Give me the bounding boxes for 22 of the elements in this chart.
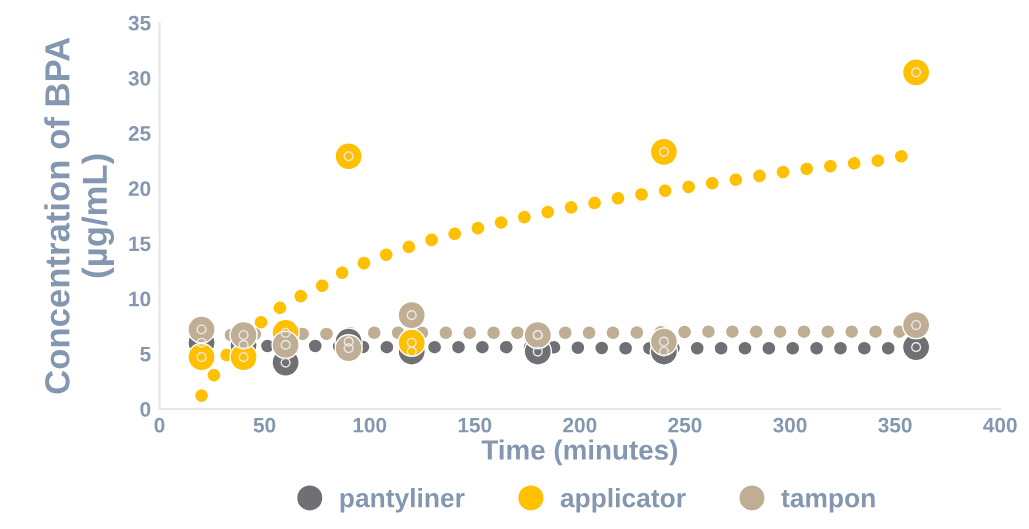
y-tick-label: 0 xyxy=(140,401,151,417)
x-tick-label: 400 xyxy=(983,417,1017,433)
x-tick-label: 50 xyxy=(253,417,276,433)
x-tick-label: 100 xyxy=(353,417,387,433)
y-tick-label: 20 xyxy=(128,181,151,196)
y-tick-label: 15 xyxy=(129,236,151,252)
x-tick-label: 250 xyxy=(668,417,702,433)
x-tick-label: 300 xyxy=(773,417,807,433)
y-tick-label: 25 xyxy=(128,126,151,141)
legend-label: applicator xyxy=(560,488,686,513)
y-tick-label: 5 xyxy=(140,346,151,362)
x-axis-title: Time (minutes) xyxy=(481,439,677,466)
y-tick-label: 10 xyxy=(129,291,151,307)
y-tick-label: 30 xyxy=(128,70,151,86)
legend-label: tampon xyxy=(781,489,875,513)
x-tick-label: 150 xyxy=(458,417,492,433)
x-tick-label: 350 xyxy=(878,417,912,433)
x-tick-label: 0 xyxy=(154,417,165,433)
y-axis-title: Concentration of BPA (µg/mL) xyxy=(44,37,115,394)
y-tick-label: 35 xyxy=(128,15,151,31)
x-tick-label: 200 xyxy=(563,417,597,433)
legend-label: pantyliner xyxy=(340,488,465,513)
